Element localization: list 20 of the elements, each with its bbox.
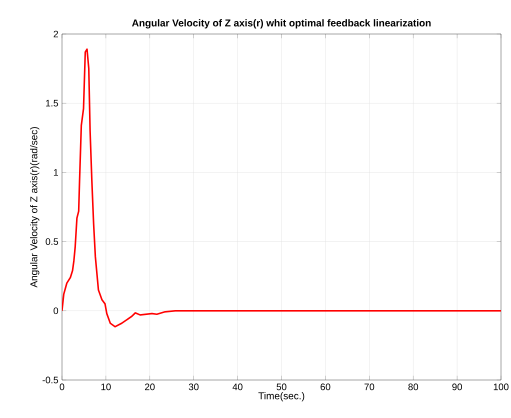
x-tick-label: 80 [408, 384, 418, 390]
y-axis-title: Angular Velocity of Z axis(r)(rad/sec) [30, 127, 40, 288]
x-tick-label: 40 [232, 384, 242, 390]
y-tick-label: 0 [54, 307, 58, 314]
y-tick-label: 1.5 [46, 100, 58, 107]
x-tick-label: 0 [60, 384, 64, 390]
x-tick-label: 10 [101, 384, 111, 390]
x-axis-title: Time(sec.) [258, 392, 304, 402]
x-tick-label: 100 [494, 384, 509, 390]
x-tick-label: 70 [364, 384, 374, 390]
y-tick-label: 2 [54, 30, 58, 38]
x-tick-label: 90 [452, 384, 462, 390]
x-tick-label: 60 [320, 384, 330, 390]
x-tick-label: 20 [145, 384, 155, 390]
y-tick-label: 0.5 [46, 238, 58, 245]
x-tick-label: 50 [276, 384, 286, 390]
chart-title: Angular Velocity of Z axis(r) whit optimal feedback linearization [132, 19, 431, 28]
x-tick-label: 30 [188, 384, 199, 390]
y-tick-label: 1 [54, 169, 58, 176]
y-tick-label: -0.5 [42, 376, 58, 384]
